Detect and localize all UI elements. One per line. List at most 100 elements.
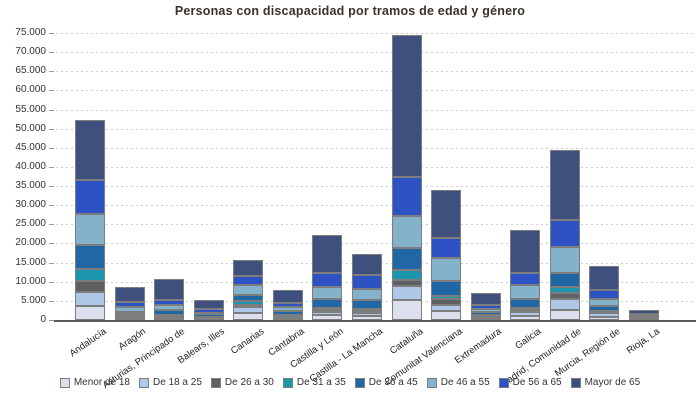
y-tick-label: 5.000 [20,294,46,306]
bar-segment [75,281,105,293]
legend-label: De 26 a 30 [224,377,274,388]
gridline [56,166,694,168]
bar-segment [351,311,382,314]
bar-segment [75,214,105,245]
bar-segment [351,315,382,320]
bar-segment [154,318,185,321]
bar-segment [549,246,580,273]
y-tick-label: 30.000 [15,199,46,211]
y-tick-label: 60.000 [15,84,46,96]
bar-segment [510,272,541,286]
bar-segment [312,298,343,309]
bar-segment [431,238,462,259]
bar-segment [154,310,185,315]
bar-segment [391,285,422,301]
bar-segment [431,281,462,296]
x-axis-label: Rioja, La [625,326,663,357]
bar-segment [589,265,620,291]
y-tick-label: 45.000 [15,141,46,153]
gridline [56,205,694,207]
legend-swatch [282,377,293,388]
gridline [56,224,694,226]
bar-segment [75,244,105,270]
bar-segment [351,309,382,312]
y-tick-label: 10.000 [15,275,46,287]
bar-segment [549,298,580,311]
bar-segment [589,317,620,320]
bar-segment [233,295,264,302]
bar-segment [233,259,264,276]
y-tick-label: 25.000 [15,218,46,230]
bar-segment [391,300,422,320]
x-axis-line [54,320,696,322]
bar-segment [272,317,303,320]
y-tick-label: 55.000 [15,103,46,115]
bar-segment [312,310,343,313]
bar-segment [510,311,541,316]
bar-segment [589,298,620,307]
bar-segment [233,304,264,308]
y-tick-mark [49,71,54,73]
bar-segment [589,306,620,311]
gridline [56,243,694,245]
legend-label: De 56 a 65 [512,377,562,388]
y-tick-label: 20.000 [15,237,46,249]
bar-segment [628,310,659,315]
bar-segment [589,290,620,299]
y-tick-mark [49,205,54,207]
bar-segment [75,305,105,320]
y-tick-label: 15.000 [15,256,46,268]
bar-segment [114,302,145,308]
gridline [56,90,694,92]
bar-segment [351,300,382,310]
legend-item: Mayor de 65 [570,377,641,388]
bar-segment [549,150,580,221]
x-axis-label: Andalucía [67,326,109,360]
bar-segment [431,295,462,300]
bar-segment [510,285,541,299]
legend-swatch [138,377,149,388]
bar-segment [193,314,224,318]
y-tick-mark [49,186,54,188]
legend-item: Menor de 18 [59,377,130,388]
legend-label: Mayor de 65 [584,377,641,388]
y-tick-mark [49,320,54,321]
bar-segment [233,275,264,286]
bar-segment [114,313,145,316]
bar-segment [193,308,224,313]
y-tick-mark [49,52,54,54]
gridline [56,52,694,54]
bar-segment [312,311,343,315]
y-tick-mark [49,262,54,264]
bar-segment [272,307,303,312]
bar-segment [431,299,462,305]
legend-swatch [498,377,509,388]
bar-segment [193,317,224,320]
bar-segment [431,310,462,320]
legend-label: De 18 a 25 [152,377,202,388]
bar-segment [391,215,422,249]
legend-label: De 46 a 55 [440,377,490,388]
y-tick-mark [49,166,54,168]
bar-segment [391,248,422,270]
gridline [56,128,694,130]
bar-segment [470,315,501,318]
bar-segment [193,312,224,315]
bar-segment [154,314,185,317]
bar-segment [193,300,224,309]
bar-segment [510,308,541,311]
bar-segment [391,35,422,177]
bar-segment [154,299,185,306]
y-tick-mark [49,90,54,92]
bar-segment [510,315,541,320]
legend-swatch [210,377,221,388]
bar-segment [233,307,264,313]
legend-item: De 18 a 25 [138,377,202,388]
bar-segment [628,316,659,319]
bar-segment [431,190,462,239]
legend-item: De 56 a 65 [498,377,562,388]
bar-segment [549,272,580,288]
y-tick-label: 40.000 [15,160,46,172]
x-axis-label: Aragón [116,326,148,353]
y-tick-mark [49,243,54,245]
